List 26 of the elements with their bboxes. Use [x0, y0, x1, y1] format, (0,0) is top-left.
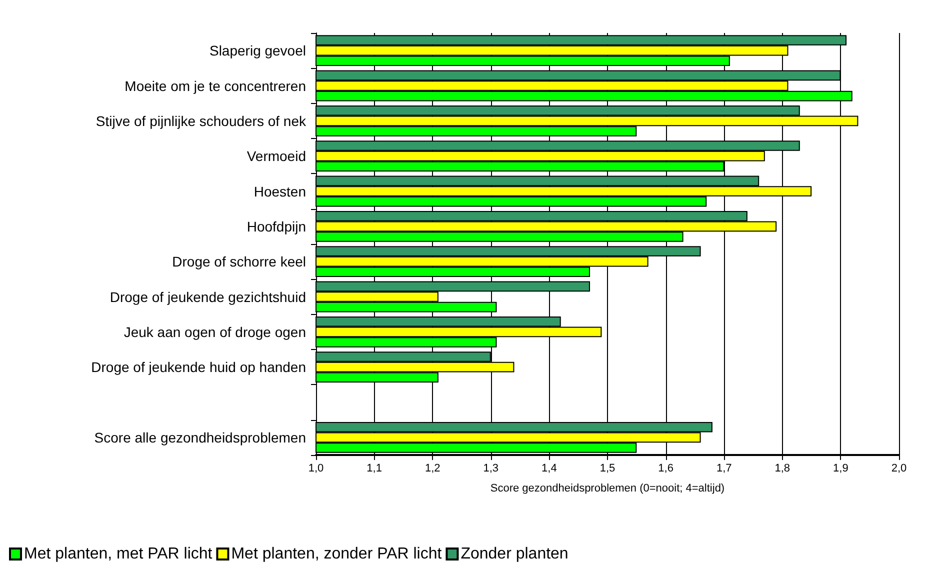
- y-tick-label: Hoesten: [254, 183, 306, 200]
- y-tick-label: Vermoeid: [246, 148, 306, 164]
- y-tick-label: Jeuk aan ogen of droge ogen: [124, 324, 306, 340]
- y-tick-label: Droge of jeukende gezichtshuid: [110, 288, 306, 305]
- y-tick-label: Droge of jeukende huid op handen: [91, 359, 306, 376]
- x-tick-label: 1,9: [833, 462, 848, 474]
- x-tick-label: 2,0: [891, 462, 907, 474]
- x-tick-label: 1,0: [308, 462, 324, 474]
- x-tick-label: 1,4: [542, 462, 557, 474]
- x-tick-label: 1,2: [424, 462, 440, 474]
- x-tick-label: 1,6: [658, 462, 674, 474]
- y-tick-label: Hoofdpijn: [246, 218, 306, 234]
- y-tick-label: Droge of schorre keel: [172, 254, 306, 270]
- x-tick-label: 1,7: [716, 462, 732, 474]
- y-tick-label: Score alle gezondheidsproblemen: [94, 429, 306, 446]
- y-tick-label: Slaperig gevoel: [209, 42, 306, 59]
- y-tick-label: Stijve of pijnlijke schouders of nek: [96, 112, 307, 129]
- x-tick-label: 1,8: [774, 462, 790, 474]
- x-tick-label: 1,5: [600, 462, 616, 474]
- x-tick-label: 1,3: [483, 462, 499, 474]
- y-tick-label: Moeite om je te concentreren: [124, 78, 306, 94]
- legend-label: Zonder planten: [460, 546, 568, 562]
- x-axis-title: Score gezondheidsproblemen (0=nooit; 4=altijd): [490, 482, 725, 494]
- x-tick-label: 1,1: [366, 462, 382, 474]
- legend-label: Met planten, met PAR licht: [24, 546, 213, 562]
- legend-label: Met planten, zonder PAR licht: [231, 546, 442, 562]
